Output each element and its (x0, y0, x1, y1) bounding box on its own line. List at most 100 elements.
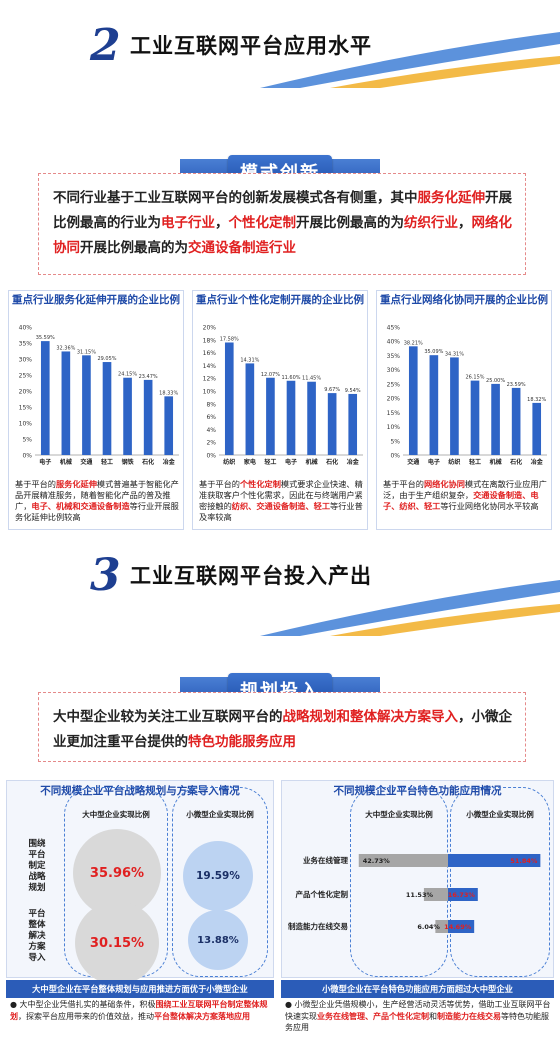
data-label: 18.33% (159, 390, 178, 396)
value-circle-large: 30.15% (75, 901, 159, 985)
section-2-header: 2 工业互联网平台应用水平 (0, 18, 560, 78)
y-tick-label: 14% (203, 363, 217, 370)
x-tick-label: 冶金 (163, 458, 176, 466)
bar (532, 402, 542, 455)
bar-chart: 0% 2% 4% 6% 8% 10% 12% 14% 16% 18% 20%17.58% 纺织 14.3… (203, 325, 363, 466)
y-tick-label: 20% (387, 396, 401, 403)
feature-bar-chart: 业务在线管理 42.73% 51.84% 产品个性化定制 11.53% 16.73% 制造能… (288, 854, 541, 933)
chart-service-extension: 重点行业服务化延伸开展的企业比例 0% 5% 10% 15% 20% 25% 30% 35% 4… (8, 290, 184, 530)
text-run: 基于平台的 (199, 479, 240, 489)
bar (82, 355, 91, 455)
bar (348, 393, 358, 455)
bar (164, 396, 174, 455)
text-run: 大中型企业凭借扎实的基础条件，积极 (19, 1000, 156, 1009)
header-swoosh (260, 580, 560, 636)
text-run: 交通设备制造行业 (188, 240, 296, 256)
row-label-text: 平台整体解决方案导入 (28, 909, 46, 963)
row-label: 围绕平台制定战略规划 (13, 839, 61, 894)
x-tick-label: 石化 (141, 458, 154, 466)
data-label: 17.58% (220, 336, 239, 342)
y-tick-label: 10% (19, 421, 33, 428)
bar (327, 393, 337, 455)
data-label: 42.73% (363, 857, 391, 865)
data-label: 14.31% (240, 357, 259, 363)
bar-small (448, 920, 475, 933)
text-run: 服务化延伸 (55, 479, 97, 489)
text-run: 开展比例最高的为 (80, 240, 188, 256)
bullet-icon: ● (285, 1000, 295, 1009)
bar (408, 346, 418, 455)
bar (450, 357, 459, 455)
bar (307, 381, 316, 455)
y-tick-label: 10% (203, 389, 217, 396)
text-run: 纺织行业 (404, 215, 458, 231)
data-label: 11.53% (406, 891, 434, 899)
bar (224, 342, 234, 455)
x-tick-label: 交通 (80, 458, 92, 466)
text-run: 电子行业 (161, 215, 215, 231)
data-label: 18.32% (527, 397, 546, 403)
y-tick-label: 40% (19, 325, 33, 332)
data-label: 25.00% (486, 378, 505, 384)
y-tick-label: 12% (203, 376, 217, 383)
y-tick-label: 35% (387, 353, 401, 360)
y-tick-label: 8% (206, 401, 216, 408)
text-run: 小微型企业凭借规模小，生产经营活动灵活等优势，借助工业互联网平台快速实现 (285, 1000, 551, 1021)
chart-title: 重点行业网络化协同开展的企业比例 (380, 294, 548, 306)
x-tick-label: 纺织 (223, 458, 235, 466)
value-circle-small: 19.59% (183, 841, 253, 911)
text-run: 等行业开展服务化延伸比例较高 (15, 501, 179, 522)
chart-note: 基于平台的服务化延伸模式普遍基于智能化产品开展精准服务，随着智能化产品的普及推广… (15, 479, 179, 523)
data-label: 9.67% (324, 387, 340, 393)
text-run: 纺织、交通设备制造、轻工 (231, 501, 331, 511)
x-tick-label: 电子 (285, 458, 297, 466)
x-tick-label: 交通 (407, 458, 419, 466)
row-label: 平台整体解决方案导入 (13, 909, 61, 964)
column-header-large: 大中型企业实现比例 (82, 810, 150, 819)
data-label: 34.31% (445, 351, 464, 357)
y-tick-label: 45% (387, 325, 401, 332)
chart-note: 基于平台的个性化定制模式要求企业快速、精准获取客户个性化需求，因此在与终端用户紧… (199, 479, 363, 523)
text-run: 围绕工业互联网平台制定整体规划 (10, 1000, 268, 1021)
strategy-panel: 不同规模企业平台战略规划与方案导入情况 大中型企业实现比例 小微型企业实现比例 … (6, 780, 274, 985)
text-run: 模式在离散行业应用广泛，由于生产组织复杂， (383, 479, 547, 500)
text-run: 模式普遍基于智能化产品开展精准服务，随着智能化产品的普及推广， (15, 479, 179, 511)
data-label: 24.15% (118, 372, 137, 378)
y-tick-label: 35% (19, 341, 33, 348)
y-tick-label: 5% (22, 437, 32, 444)
y-tick-label: 0% (206, 453, 216, 460)
intro-text: 大中型企业较为关注工业互联网平台的战略规划和整体解决方案导入，小微企业更加注重平… (53, 705, 515, 755)
column-header-small: 小微型企业实现比例 (186, 810, 254, 819)
data-label: 11.60% (281, 375, 300, 381)
bar (123, 377, 132, 455)
data-label: 6.04% (417, 923, 440, 931)
bar (470, 380, 480, 455)
text-run: 业务在线管理、产品个性化定制 (317, 1011, 429, 1021)
y-tick-label: 0% (390, 453, 400, 460)
y-tick-label: 2% (206, 440, 216, 447)
y-tick-label: 5% (390, 438, 400, 445)
y-tick-label: 4% (206, 427, 216, 434)
y-tick-label: 25% (387, 381, 401, 388)
text-run: 等特色功能服务应用 (285, 1011, 549, 1033)
feature-panel: 不同规模企业平台特色功能应用情况 大中型企业实现比例 小微型企业实现比例 业务在… (281, 780, 554, 978)
y-tick-label: 25% (19, 373, 33, 380)
y-tick-label: 20% (19, 389, 33, 396)
row-label-text: 围绕平台制定战略规划 (28, 839, 46, 893)
x-tick-label: 轻工 (469, 458, 481, 466)
bar (143, 379, 153, 455)
y-tick-label: 6% (206, 414, 216, 421)
bullet-icon: ● (10, 1000, 20, 1009)
bar-chart: 0% 5% 10% 15% 20% 25% 30% 35% 40%35.59% 电子 32.36% 机… (19, 325, 179, 466)
bar-large (358, 854, 448, 867)
text-run: ，小微企业更加注重平台提供的 (53, 709, 512, 750)
right-conclusion-bar: 小微型企业在平台特色功能应用方面超过大中型企业 (281, 980, 554, 998)
text-run: 制造能力在线交易 (437, 1011, 501, 1021)
left-conclusion-bar: 大中型企业在平台整体规划与应用推进方面优于小微型企业 (6, 980, 274, 998)
text-run: 网络化协同 (53, 215, 512, 256)
data-label: 12.07% (261, 372, 280, 378)
data-label: 35.09% (424, 349, 443, 355)
text-run: 等行业网络化协同水平较高 (440, 501, 539, 511)
chart-note: 基于平台的网络化协同模式在离散行业应用广泛，由于生产组织复杂，交通设备制造、电子… (383, 479, 547, 512)
